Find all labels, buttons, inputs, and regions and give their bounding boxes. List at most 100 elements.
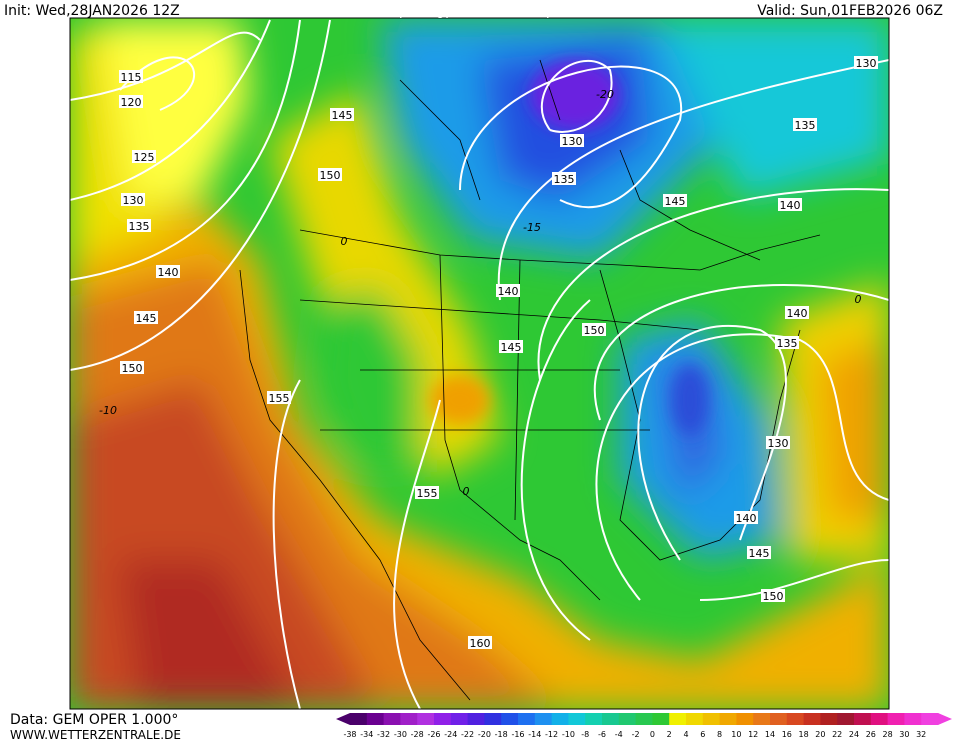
scale-swatch bbox=[669, 713, 687, 725]
contour-label: 150 bbox=[584, 324, 605, 337]
boundaries bbox=[239, 59, 821, 701]
scale-swatch bbox=[702, 713, 721, 725]
scale-label: 30 bbox=[899, 730, 909, 739]
temperature-label: -20 bbox=[596, 88, 614, 101]
contour-label-box bbox=[127, 219, 151, 232]
scale-label: 22 bbox=[832, 730, 842, 739]
scale-swatch bbox=[434, 713, 452, 725]
scale-swatch bbox=[635, 713, 653, 725]
scale-swatch bbox=[551, 713, 569, 725]
scale-swatch bbox=[803, 713, 821, 725]
contour-label: 130 bbox=[123, 194, 144, 207]
scale-swatch bbox=[719, 713, 737, 725]
scale-label: -32 bbox=[377, 730, 390, 739]
scale-label: 24 bbox=[849, 730, 859, 739]
scale-swatch bbox=[686, 713, 704, 725]
scale-label: 10 bbox=[731, 730, 741, 739]
contour-label-box bbox=[134, 311, 158, 324]
contour-label-box bbox=[766, 436, 790, 449]
website: WWW.WETTERZENTRALE.DE bbox=[10, 728, 181, 741]
contour-label: 135 bbox=[554, 173, 575, 186]
scale-swatch bbox=[837, 713, 855, 725]
scale-swatch bbox=[585, 713, 603, 725]
labels: 115 120 125 130 135 140 145 150 155 145 150 130 135 1… bbox=[99, 56, 878, 650]
temperature-label: 0 bbox=[463, 485, 470, 498]
contour-label: 145 bbox=[665, 195, 686, 208]
scale-label: 14 bbox=[765, 730, 775, 739]
scale-label: -38 bbox=[343, 730, 356, 739]
contour-label-box bbox=[119, 95, 143, 108]
scale-label: -10 bbox=[562, 730, 575, 739]
map-frame bbox=[69, 17, 890, 710]
scale-swatch bbox=[870, 713, 889, 725]
contour-label-box bbox=[552, 172, 576, 185]
contour-label: 130 bbox=[562, 135, 583, 148]
scale-label: -26 bbox=[427, 730, 440, 739]
scale-swatch bbox=[770, 713, 788, 725]
contour-label: 130 bbox=[856, 57, 877, 70]
contour-label-box bbox=[582, 323, 606, 336]
contour-label-box bbox=[496, 284, 520, 297]
contour-label-box bbox=[267, 391, 291, 404]
scale-label: -28 bbox=[411, 730, 424, 739]
contour-label: 120 bbox=[121, 96, 142, 109]
scale-swatch bbox=[534, 713, 553, 725]
contour-label-box bbox=[854, 56, 878, 69]
scale-arrow-right bbox=[938, 713, 952, 725]
contour-label: 130 bbox=[768, 437, 789, 450]
scale-swatch bbox=[467, 713, 485, 725]
scale-label: -34 bbox=[360, 730, 373, 739]
contour-label-box bbox=[121, 193, 145, 206]
scale-swatch bbox=[736, 713, 754, 725]
scale-swatch bbox=[602, 713, 620, 725]
scale-swatch bbox=[383, 713, 401, 725]
contour-label: 140 bbox=[787, 307, 808, 320]
scale-swatch bbox=[350, 713, 368, 725]
scale-label: -16 bbox=[511, 730, 524, 739]
contour-label: 135 bbox=[795, 119, 816, 132]
contour-label: 135 bbox=[777, 337, 798, 350]
scale-label: -22 bbox=[461, 730, 474, 739]
data-source: Data: GEM OPER 1.000° bbox=[10, 712, 178, 728]
scale-label: 16 bbox=[782, 730, 792, 739]
contour-label: 150 bbox=[122, 362, 143, 375]
contour-label: 145 bbox=[749, 547, 770, 560]
scale-label: -4 bbox=[615, 730, 623, 739]
contour-label-box bbox=[499, 340, 523, 353]
scale-label: 8 bbox=[717, 730, 722, 739]
scale-swatch bbox=[820, 713, 838, 725]
contour-label-box bbox=[747, 546, 771, 559]
contour-label: 140 bbox=[498, 285, 519, 298]
contour-label: 135 bbox=[129, 220, 150, 233]
scale-label: -30 bbox=[394, 730, 407, 739]
contour-label: 145 bbox=[501, 341, 522, 354]
scale-swatch bbox=[887, 713, 905, 725]
scale-swatch bbox=[366, 713, 385, 725]
temperature-label: 0 bbox=[341, 235, 348, 248]
scale-swatch bbox=[618, 713, 637, 725]
scale-swatch bbox=[786, 713, 805, 725]
scale-swatch bbox=[501, 713, 519, 725]
map-title: 850 hPa Geopot. (gpdm) und Temperatur (°… bbox=[310, 3, 630, 19]
scale-label: -2 bbox=[632, 730, 640, 739]
contour-label-box bbox=[468, 636, 492, 649]
contour-label-box bbox=[120, 361, 144, 374]
scale-label: 18 bbox=[799, 730, 809, 739]
scale-swatch bbox=[652, 713, 670, 725]
temperature-label: -10 bbox=[99, 404, 117, 417]
scale-swatch bbox=[484, 713, 502, 725]
contour-label: 145 bbox=[136, 312, 157, 325]
contour-label-box bbox=[761, 589, 785, 602]
temperature-label: -15 bbox=[523, 221, 541, 234]
scale-swatch bbox=[400, 713, 418, 725]
scale-swatch bbox=[518, 713, 536, 725]
contour-label: 145 bbox=[332, 109, 353, 122]
contour-label-box bbox=[785, 306, 809, 319]
color-scale: -38 -34 -32 -30 -28 -26 -24 -22 -20 -18 -16 -14 -12-… bbox=[336, 713, 952, 739]
contour-label-box bbox=[663, 194, 687, 207]
scale-swatch bbox=[921, 713, 939, 725]
scale-label: 2 bbox=[667, 730, 672, 739]
valid-time: Valid: Sun,01FEB2026 06Z bbox=[757, 3, 943, 19]
contour-label-box bbox=[560, 134, 584, 147]
